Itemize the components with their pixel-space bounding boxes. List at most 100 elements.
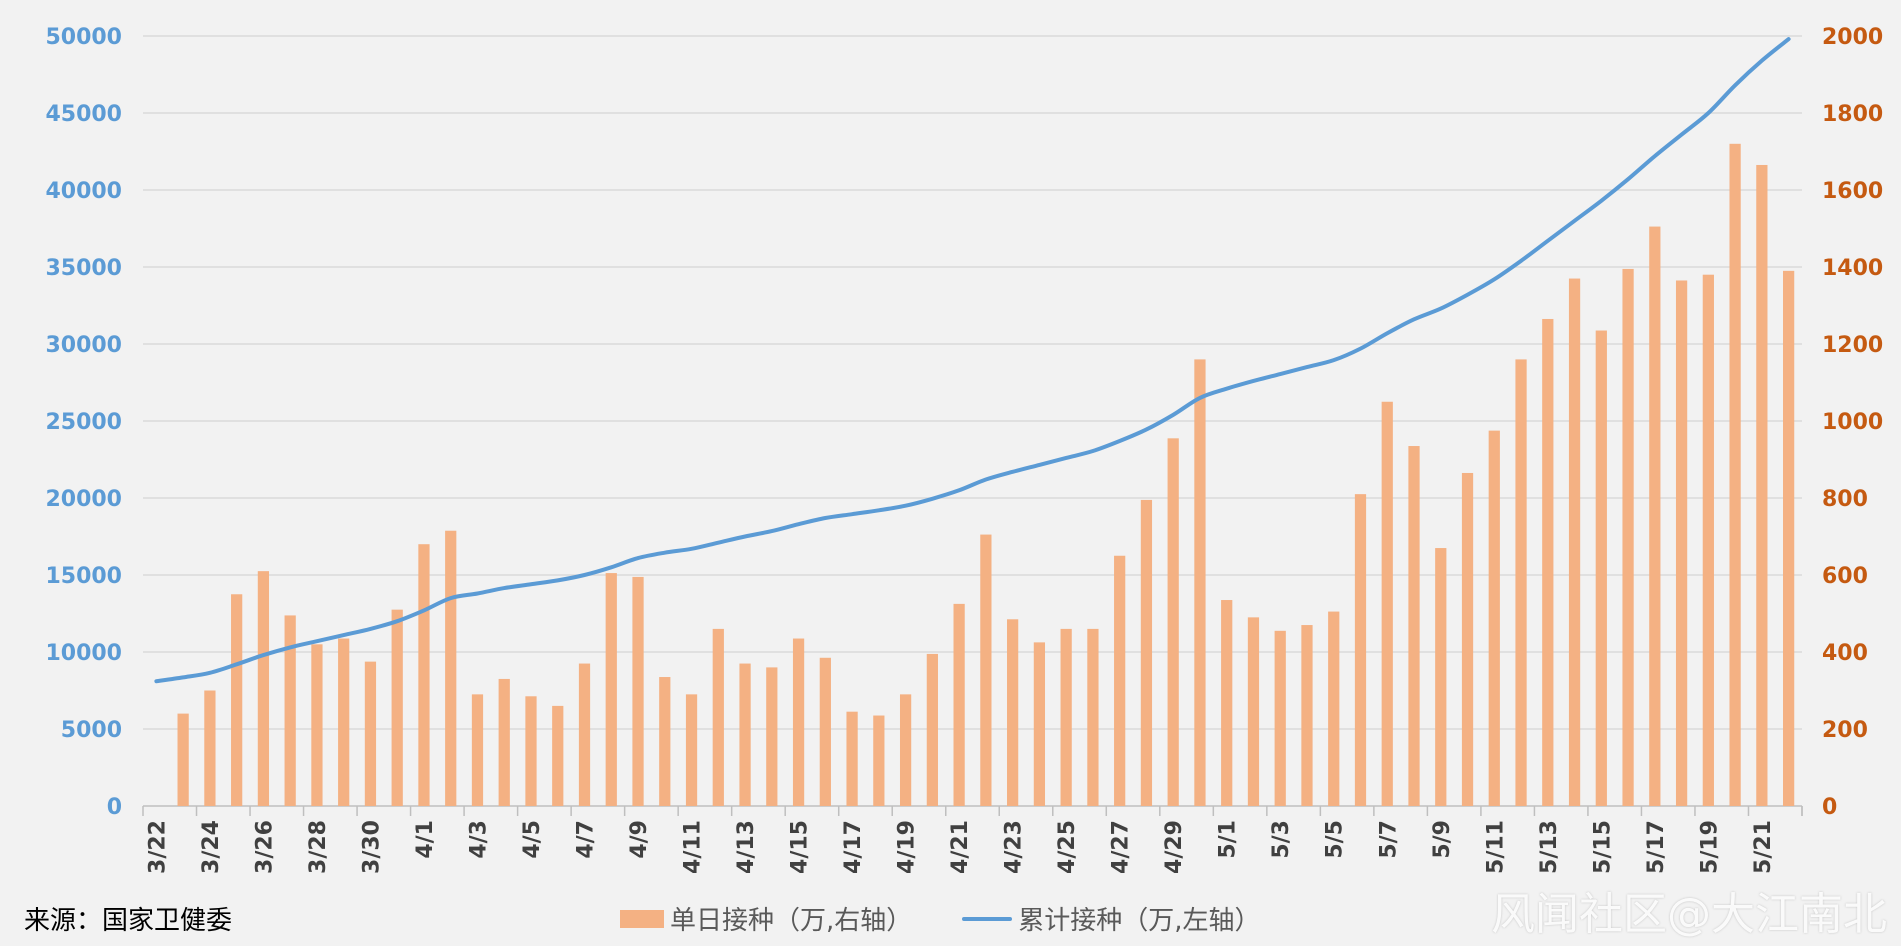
daily-bar [980,534,992,806]
y-right-tick-label: 1800 [1822,102,1883,127]
daily-bar [1675,280,1688,807]
daily-bar [1435,548,1447,806]
x-tick-label: 5/15 [1590,820,1615,874]
y-right-tick-label: 800 [1822,487,1868,512]
x-tick-label: 4/29 [1162,820,1187,874]
daily-bar [1354,494,1367,806]
x-tick-label: 4/13 [734,820,759,874]
x-tick-label: 4/1 [413,820,438,859]
daily-bar [792,638,805,806]
daily-bar [873,715,885,806]
daily-bar [1542,318,1554,806]
daily-bar [1221,600,1233,806]
daily-bar [177,713,189,806]
daily-bar [525,696,537,806]
daily-bar [204,690,216,806]
x-tick-label: 5/13 [1537,820,1562,874]
y-right-tick-label: 2000 [1822,25,1883,50]
source-note: 来源：国家卫健委 [24,906,233,936]
daily-bar [819,657,831,806]
daily-bar [338,638,350,806]
y-left-tick-label: 5000 [61,718,122,743]
daily-bar [1328,611,1340,806]
x-tick-label: 4/21 [948,820,973,874]
daily-bar [311,644,323,806]
daily-bar [632,576,644,806]
daily-bar [766,667,778,806]
y-right-tick-label: 1200 [1822,333,1883,358]
y-left-tick-label: 40000 [45,179,122,204]
daily-bar [1140,499,1153,806]
daily-bar [1247,617,1260,806]
daily-bar [1007,619,1019,806]
daily-bar [498,678,510,806]
daily-bar [1060,628,1072,806]
legend-label-cumulative: 累计接种（万,左轴） [1018,906,1261,936]
daily-bar [1649,226,1661,806]
x-tick-label: 5/21 [1751,820,1776,874]
daily-bar [391,609,403,806]
x-tick-label: 3/26 [252,820,277,874]
daily-bar [659,677,671,806]
x-tick-label: 4/7 [574,820,599,859]
daily-bar [1488,430,1500,806]
daily-bar [1408,446,1420,806]
daily-bar [1568,278,1581,806]
x-tick-label: 5/17 [1644,820,1669,874]
daily-bar [1622,268,1634,806]
daily-bar [685,694,698,806]
y-left-tick-label: 30000 [45,333,122,358]
daily-bar [1702,274,1714,806]
daily-bar [445,530,457,806]
daily-bar [1756,164,1768,807]
x-tick-label: 4/5 [520,820,545,859]
legend-item-cumulative: 累计接种（万,左轴） [962,900,1261,937]
x-tick-label: 3/28 [306,820,331,874]
x-tick-label: 3/30 [359,820,384,874]
x-tick-label: 4/25 [1055,820,1080,874]
y-left-tick-label: 20000 [45,487,122,512]
daily-bar [257,571,270,806]
x-tick-label: 5/19 [1697,820,1722,874]
daily-bar [471,694,484,806]
x-tick-label: 4/27 [1109,820,1134,874]
daily-bar [1301,625,1313,806]
legend-item-daily: 单日接种（万,右轴） [620,900,912,937]
daily-bar [1033,642,1046,806]
y-left-tick-label: 15000 [45,564,122,589]
y-right-tick-label: 600 [1822,564,1868,589]
x-tick-label: 5/1 [1216,820,1241,859]
daily-bar [418,544,430,806]
daily-bar [1461,472,1474,806]
x-tick-label: 4/23 [1002,820,1027,874]
legend-swatch-line [962,916,1013,921]
x-tick-label: 5/11 [1483,820,1508,874]
y-left-tick-label: 45000 [45,102,122,127]
x-tick-label: 5/5 [1323,820,1348,859]
daily-bar [1194,359,1206,806]
daily-bar [284,615,296,806]
x-tick-label: 3/22 [145,820,170,874]
x-tick-label: 4/19 [895,820,920,874]
legend-swatch-bar [620,909,664,928]
x-tick-label: 3/24 [199,820,224,874]
daily-bar [605,573,617,806]
x-tick-label: 5/3 [1269,820,1294,859]
watermark: 风闻社区@大江南北 [1491,889,1887,940]
y-right-tick-label: 0 [1822,795,1837,820]
y-left-tick-label: 25000 [45,410,122,435]
daily-bar [846,711,858,806]
daily-bar [364,661,377,806]
daily-bar [1595,330,1607,806]
daily-bar [1729,143,1741,807]
y-left-tick-label: 35000 [45,256,122,281]
daily-bar [231,594,243,806]
daily-bar [899,694,912,806]
daily-bar [1114,555,1126,806]
y-left-tick-label: 0 [107,795,122,820]
y-left-tick-label: 10000 [45,641,122,666]
cumulative-line [154,37,1791,684]
y-right-tick-label: 1000 [1822,410,1883,435]
y-right-tick-label: 1600 [1822,179,1883,204]
